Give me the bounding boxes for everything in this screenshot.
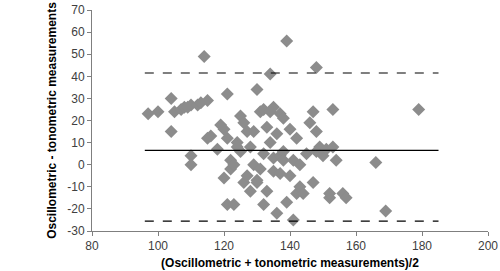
svg-text:60: 60 [71, 25, 85, 39]
svg-text:10: 10 [71, 136, 85, 150]
svg-text:50: 50 [71, 47, 85, 61]
svg-text:160: 160 [346, 239, 366, 253]
svg-text:30: 30 [71, 92, 85, 106]
svg-text:(Oscillometric + tonometric me: (Oscillometric + tonometric measurements… [161, 256, 419, 270]
svg-text:100: 100 [148, 239, 168, 253]
svg-text:0: 0 [78, 158, 85, 172]
svg-text:20: 20 [71, 114, 85, 128]
svg-text:200: 200 [478, 239, 498, 253]
svg-text:80: 80 [85, 239, 99, 253]
svg-text:140: 140 [280, 239, 300, 253]
svg-text:40: 40 [71, 70, 85, 84]
svg-text:120: 120 [214, 239, 234, 253]
svg-text:-20: -20 [67, 202, 85, 216]
svg-text:-30: -30 [67, 224, 85, 238]
svg-text:180: 180 [412, 239, 432, 253]
svg-text:-10: -10 [67, 180, 85, 194]
svg-text:Oscillometric - tonometric mea: Oscillometric - tonometric measurements [45, 2, 59, 239]
svg-text:70: 70 [71, 3, 85, 17]
